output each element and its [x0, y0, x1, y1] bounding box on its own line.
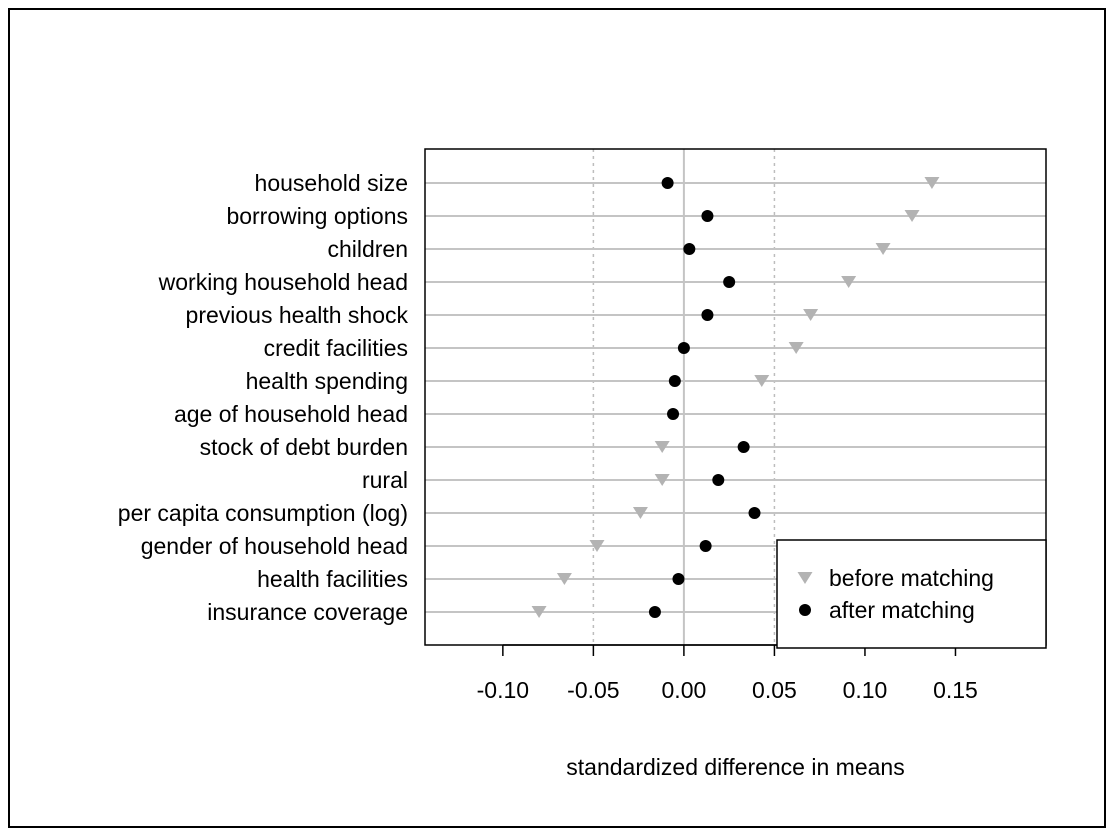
- category-label: borrowing options: [226, 203, 408, 229]
- before-matching-point: [556, 573, 572, 585]
- x-tick-label: 0.05: [752, 677, 797, 703]
- before-matching-point: [841, 276, 857, 288]
- category-label: per capita consumption (log): [118, 500, 408, 526]
- before-matching-point: [654, 441, 670, 453]
- after-matching-point: [701, 309, 714, 321]
- after-matching-point: [712, 474, 725, 486]
- category-label: age of household head: [174, 401, 408, 427]
- category-label: previous health shock: [186, 302, 409, 328]
- category-label: health facilities: [257, 566, 408, 592]
- x-axis: -0.10 -0.05 0.00 0.05 0.10 0.15: [477, 644, 978, 703]
- before-matching-point: [788, 342, 804, 354]
- category-label: working household head: [158, 269, 408, 295]
- x-tick-label: -0.05: [567, 677, 619, 703]
- figure-frame: [8, 8, 1106, 828]
- legend-marker-before: [797, 572, 813, 584]
- data-points: [531, 177, 940, 618]
- after-matching-point: [699, 540, 712, 552]
- after-matching-point: [748, 507, 761, 519]
- x-tick-label: -0.10: [477, 677, 529, 703]
- category-label: stock of debt burden: [200, 434, 408, 460]
- after-matching-point: [723, 276, 736, 288]
- category-label: household size: [255, 170, 408, 196]
- before-matching-point: [589, 540, 605, 552]
- category-gridlines: [425, 182, 1046, 613]
- legend: before matching after matching: [776, 539, 1047, 649]
- after-matching-point: [737, 441, 750, 453]
- after-matching-point: [683, 243, 696, 255]
- category-label: children: [327, 236, 408, 262]
- category-label: gender of household head: [141, 533, 408, 559]
- after-matching-point: [667, 408, 680, 420]
- before-matching-point: [654, 474, 670, 486]
- x-tick-label: 0.10: [843, 677, 888, 703]
- x-tick-label: 0.00: [662, 677, 707, 703]
- after-matching-point: [701, 210, 714, 222]
- x-tick-label: 0.15: [933, 677, 978, 703]
- before-matching-point: [803, 309, 819, 321]
- legend-label: before matching: [829, 565, 994, 591]
- legend-label: after matching: [829, 597, 975, 623]
- category-labels: household size borrowing options children w…: [118, 170, 409, 625]
- category-label: insurance coverage: [207, 599, 408, 625]
- after-matching-point: [677, 342, 690, 354]
- before-matching-point: [924, 177, 940, 189]
- before-matching-point: [754, 375, 770, 387]
- x-axis-label: standardized difference in means: [566, 754, 904, 780]
- category-label: health spending: [246, 368, 408, 394]
- after-matching-point: [661, 177, 674, 189]
- before-matching-point: [632, 507, 648, 519]
- category-label: rural: [362, 467, 408, 493]
- before-matching-point: [904, 210, 920, 222]
- before-matching-point: [531, 606, 547, 618]
- after-matching-point: [672, 573, 685, 585]
- after-matching-point: [648, 606, 661, 618]
- after-matching-point: [668, 375, 681, 387]
- legend-marker-after: [799, 604, 811, 616]
- before-matching-point: [875, 243, 891, 255]
- category-label: credit facilities: [264, 335, 408, 361]
- legend-box: [776, 539, 1047, 649]
- reference-lines: [592, 149, 776, 645]
